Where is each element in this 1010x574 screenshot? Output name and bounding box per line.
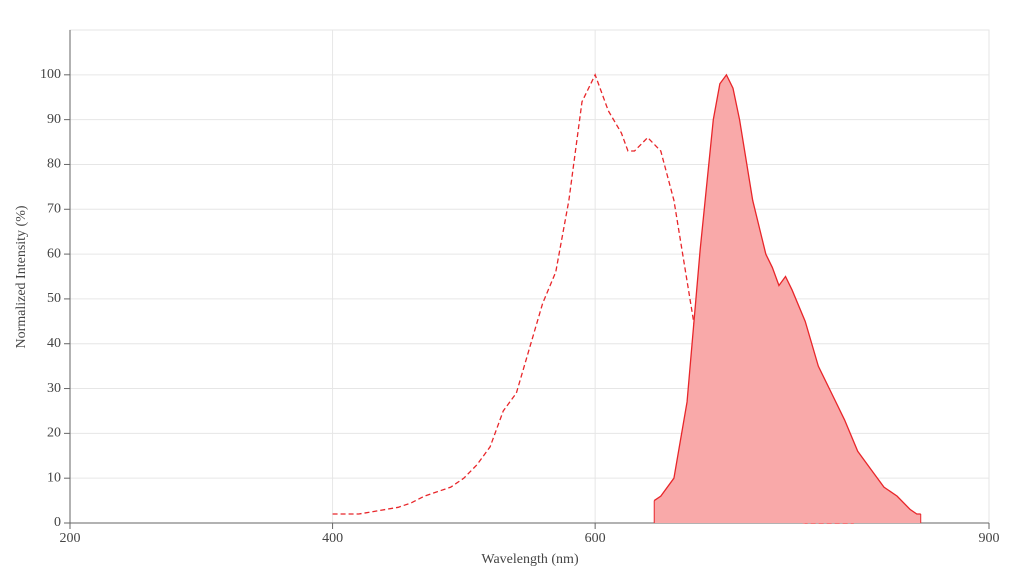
y-tick-label: 80: [47, 157, 61, 172]
x-tick-label: 600: [585, 531, 606, 546]
y-tick-label: 20: [47, 426, 61, 441]
y-tick-label: 30: [47, 381, 61, 396]
x-tick-label: 900: [979, 531, 1000, 546]
y-tick-label: 10: [47, 470, 61, 485]
y-tick-label: 40: [47, 336, 61, 351]
y-tick-label: 0: [54, 515, 61, 530]
y-axis-label: Normalized Intensity (%): [14, 205, 29, 348]
x-tick-label: 200: [60, 531, 81, 546]
y-tick-label: 70: [47, 201, 61, 216]
y-tick-label: 90: [47, 112, 61, 127]
line: [653, 73, 921, 515]
y-tick-label: 50: [47, 291, 61, 306]
y-tick-label: 60: [47, 246, 61, 261]
y-tick-label: 100: [40, 67, 61, 82]
x-tick-label: 400: [322, 531, 343, 546]
area: [654, 74, 921, 524]
x-axis-label: Wavelength (nm): [481, 552, 579, 567]
